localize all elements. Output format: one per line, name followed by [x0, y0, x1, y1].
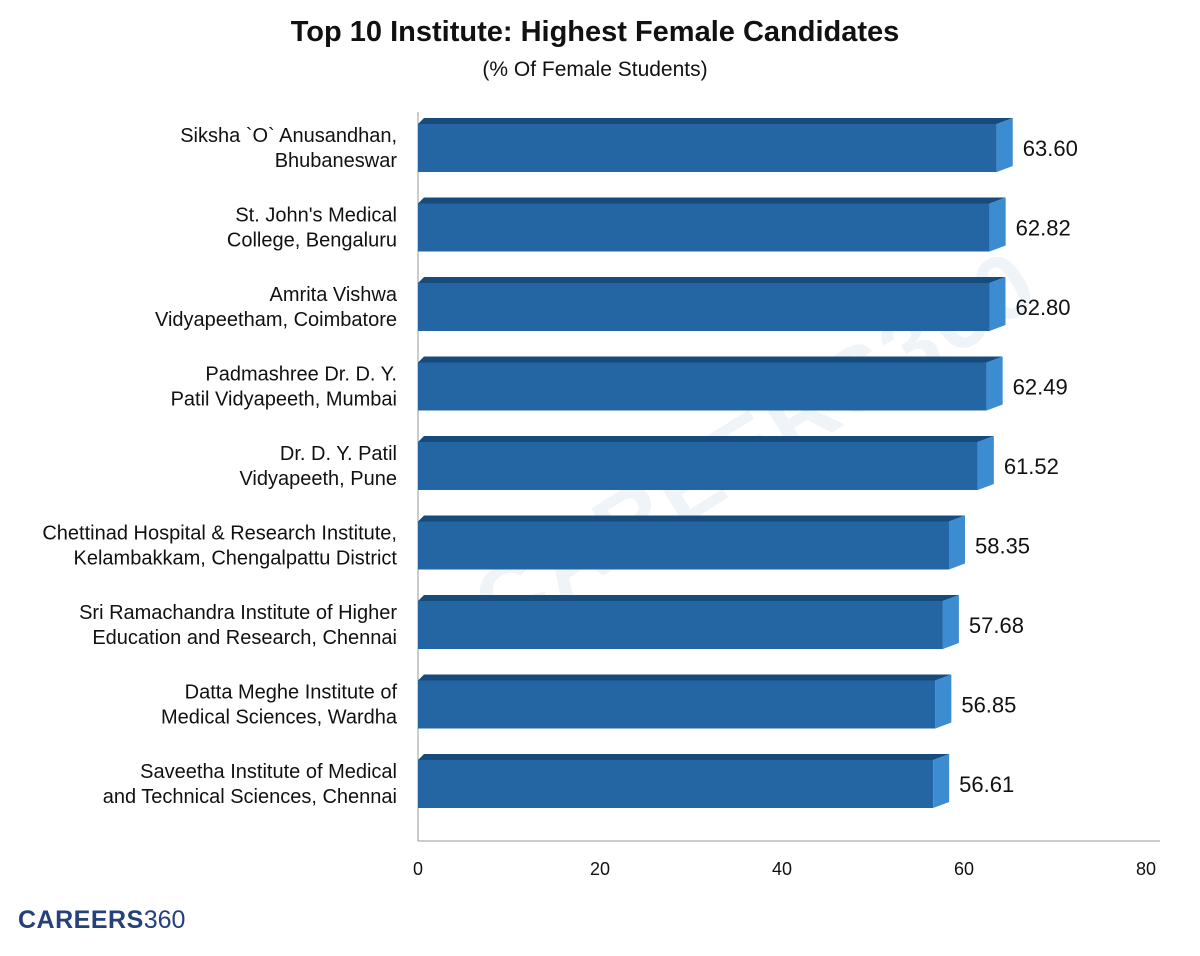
- bar: [418, 442, 978, 490]
- bar-side-face: [935, 674, 952, 729]
- data-label: 58.35: [975, 533, 1030, 558]
- category-label: Chettinad Hospital & Research Institute,: [42, 523, 397, 545]
- bar-side-face: [948, 515, 965, 570]
- x-tick-label: 60: [954, 859, 974, 879]
- category-label: and Technical Sciences, Chennai: [103, 786, 397, 808]
- bar-top-face: [418, 356, 1003, 363]
- data-label: 63.60: [1023, 136, 1078, 161]
- data-label: 62.49: [1013, 374, 1068, 399]
- bar-top-face: [418, 674, 952, 681]
- category-label: Datta Meghe Institute of: [185, 682, 398, 704]
- bar-side-face: [989, 197, 1006, 252]
- bar: [418, 521, 949, 570]
- x-tick-label: 0: [413, 859, 423, 879]
- bar-side-face: [942, 595, 959, 649]
- bar: [418, 283, 990, 331]
- x-tick-label: 80: [1136, 859, 1156, 879]
- category-label: Kelambakkam, Chengalpattu District: [74, 548, 398, 570]
- bar: [418, 601, 943, 649]
- bar: [418, 124, 997, 172]
- category-label: Siksha `O` Anusandhan,: [180, 125, 397, 147]
- category-label: Dr. D. Y. Patil: [280, 443, 397, 465]
- category-label: Saveetha Institute of Medical: [140, 761, 397, 783]
- bar-side-face: [986, 356, 1003, 411]
- data-label: 56.61: [959, 772, 1014, 797]
- chart-title: Top 10 Institute: Highest Female Candida…: [290, 16, 900, 48]
- category-label: Vidyapeetham, Coimbatore: [155, 309, 397, 331]
- bar-top-face: [418, 197, 1006, 204]
- x-tick-label: 40: [772, 859, 792, 879]
- category-label: Bhubaneswar: [275, 150, 398, 172]
- data-label: 56.85: [961, 692, 1016, 717]
- category-label: Patil Vidyapeeth, Mumbai: [171, 389, 397, 411]
- category-label: Education and Research, Chennai: [92, 627, 397, 649]
- bar-top-face: [418, 118, 1013, 124]
- bar-side-face: [996, 118, 1013, 172]
- bar-top-face: [418, 515, 965, 522]
- category-label: Sri Ramachandra Institute of Higher: [79, 602, 397, 624]
- chart-subtitle: (% Of Female Students): [482, 58, 708, 81]
- data-label: 57.68: [969, 613, 1024, 638]
- bar: [418, 760, 934, 808]
- x-tick-label: 20: [590, 859, 610, 879]
- brand-logo-part1: CAREERS: [18, 906, 144, 934]
- bar-top-face: [418, 595, 959, 601]
- category-label: Vidyapeeth, Pune: [239, 468, 397, 490]
- bar-top-face: [418, 436, 994, 442]
- category-label: Medical Sciences, Wardha: [161, 707, 398, 729]
- data-label: 61.52: [1004, 454, 1059, 479]
- data-label: 62.82: [1016, 215, 1071, 240]
- bar-top-face: [418, 277, 1006, 283]
- bar-side-face: [989, 277, 1006, 331]
- category-label: Amrita Vishwa: [270, 284, 398, 306]
- brand-logo: CAREERS360: [18, 906, 185, 935]
- bar: [418, 680, 936, 729]
- category-label: Padmashree Dr. D. Y.: [205, 364, 397, 386]
- bar-side-face: [933, 754, 950, 808]
- bar-side-face: [977, 436, 994, 490]
- bar-top-face: [418, 754, 950, 760]
- bar: [418, 203, 990, 252]
- brand-logo-part2: 360: [143, 906, 186, 934]
- data-label: 62.80: [1015, 295, 1070, 320]
- category-label: College, Bengaluru: [227, 230, 397, 252]
- category-label: St. John's Medical: [235, 205, 397, 227]
- bar: [418, 362, 987, 411]
